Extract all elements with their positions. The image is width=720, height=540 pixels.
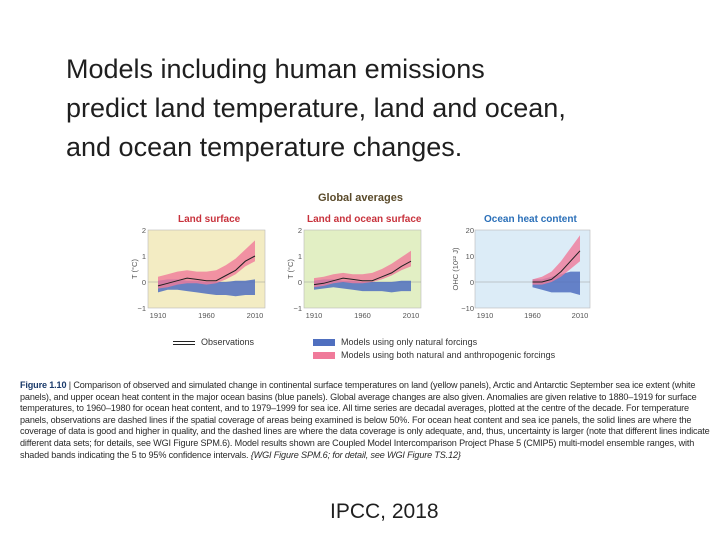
panel-2-ytick-label: 0 <box>298 278 302 287</box>
panel-3-both-forcings-band <box>532 235 580 285</box>
panel-2-ytick-label: 1 <box>298 252 302 261</box>
panel-3-natural-band <box>532 271 580 295</box>
panel-2-ytick-label: 2 <box>298 226 302 235</box>
panel-1-xtick-label: 1910 <box>150 311 167 320</box>
panel-3-ytick-label: 0 <box>470 278 474 287</box>
caption-reference: {WGI Figure SPM.6; for detail, see WGI F… <box>250 449 461 460</box>
panel-3-ytick-label: 20 <box>466 226 474 235</box>
panel-1-ytick-label: 1 <box>142 252 146 261</box>
panel-1-both-forcings-band <box>158 240 255 289</box>
legend-natural-label: Models using only natural forcings <box>341 337 478 347</box>
source-citation: IPCC, 2018 <box>330 500 439 523</box>
slide-title: Models including human emissions predict… <box>66 50 706 167</box>
legend-observations-swatch <box>173 340 195 345</box>
panel-2-xtick-label: 1960 <box>354 311 371 320</box>
panel-3-observations-line <box>532 250 581 283</box>
panel-1-ytick-label: 2 <box>142 226 146 235</box>
panel-1-observations-line <box>157 255 256 287</box>
legend-natural-swatch <box>313 339 335 347</box>
panel-2-observations-line <box>313 260 412 286</box>
panel-1-ytick-label: −1 <box>137 304 146 313</box>
panel-3-xtick-label: 1910 <box>477 311 494 320</box>
legend-both-swatch <box>313 352 335 360</box>
caption-text: | Comparison of observed and simulated c… <box>20 380 710 460</box>
panel-1-ytick-label: 0 <box>142 278 146 287</box>
figure-heading: Global averages <box>318 192 403 204</box>
title-line-2: predict land temperature, land and ocean… <box>66 93 566 123</box>
panel-2-title: Land and ocean surface <box>307 214 422 225</box>
panel-3-background <box>474 229 591 309</box>
panel-3-xtick-label: 1960 <box>524 311 541 320</box>
caption-label: Figure 1.10 <box>20 380 67 390</box>
legend-both-label: Models using both natural and anthropoge… <box>341 350 556 360</box>
legend-both: Models using both natural and anthropoge… <box>313 350 555 360</box>
legend-observations-label: Observations <box>201 337 255 347</box>
title-line-3: and ocean temperature changes. <box>66 132 463 162</box>
title-line-1: Models including human emissions <box>66 54 485 84</box>
panel-1-ylabel: T (°C) <box>130 259 139 279</box>
panel-2-ylabel: T (°C) <box>286 259 295 279</box>
panel-3-ytick-label: 10 <box>466 252 474 261</box>
legend-natural: Models using only natural forcings <box>313 337 477 347</box>
panel-3-xtick-label: 2010 <box>572 311 589 320</box>
panel-2-xtick-label: 1910 <box>306 311 323 320</box>
panel-1-xtick-label: 1960 <box>198 311 215 320</box>
legend-observations: Observations <box>173 337 254 347</box>
panel-2-ytick-label: −1 <box>293 304 302 313</box>
figure-caption: Figure 1.10 | Comparison of observed and… <box>20 380 710 461</box>
panel-1-background <box>147 229 266 309</box>
panel-2-both-forcings-band <box>314 250 411 288</box>
panel-2-xtick-label: 2010 <box>403 311 420 320</box>
panel-3-title: Ocean heat content <box>484 214 577 225</box>
panel-1-xtick-label: 2010 <box>247 311 264 320</box>
panel-3-ylabel: OHC (10²² J) <box>451 247 460 290</box>
panel-1-title: Land surface <box>178 214 241 225</box>
panel-3-ytick-label: −10 <box>461 304 474 313</box>
